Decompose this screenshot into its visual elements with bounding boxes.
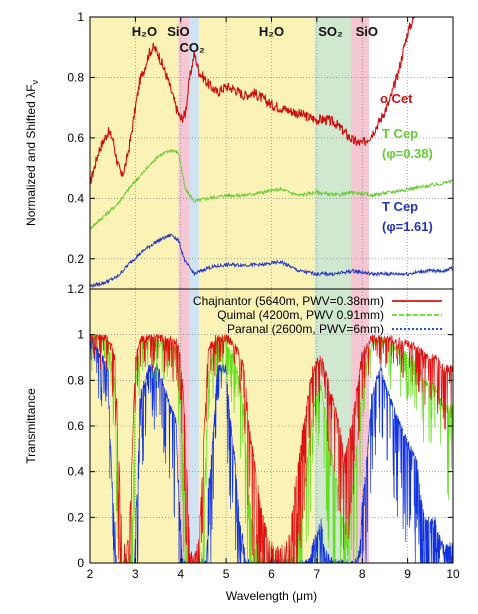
band-label-2: CO₂ bbox=[179, 40, 205, 55]
series-label-o-cet: o Cet bbox=[380, 91, 413, 106]
band-label-0: H₂O bbox=[132, 24, 157, 39]
x-tick-label: 2 bbox=[87, 567, 94, 581]
bottom-y-axis-label: Transmittance bbox=[24, 388, 38, 464]
series-label-tcep-2-phase: (φ=1.61) bbox=[382, 219, 433, 234]
x-tick-label: 10 bbox=[446, 567, 460, 581]
top-y-axis-label: Normalized and Shifted λFν bbox=[24, 80, 40, 226]
bottom-x-axis-label: Wavelength (μm) bbox=[226, 589, 317, 603]
top-y-tick-label: 0.6 bbox=[67, 131, 84, 145]
band-label-5: SiO bbox=[356, 24, 378, 39]
legend-label-0: Chajnantor (5640m, PWV=0.38mm) bbox=[193, 294, 384, 308]
top-band-4 bbox=[314, 17, 351, 289]
bottom-x-ticks: 2 3 4 5 6 7 8 9 10 bbox=[87, 17, 460, 581]
band-label-1: SiO bbox=[167, 24, 189, 39]
bottom-transmittance-curves bbox=[90, 333, 453, 563]
top-y-tick-label: 0.4 bbox=[67, 191, 84, 205]
bottom-y-tick-label: 1.2 bbox=[67, 282, 84, 296]
top-y-tick-label: 0.2 bbox=[67, 252, 84, 266]
bottom-y-tick-label: 0.2 bbox=[67, 510, 84, 524]
top-spectra bbox=[90, 17, 453, 288]
bottom-y-tick-label: 1 bbox=[77, 328, 84, 342]
top-band-5 bbox=[350, 17, 370, 289]
transmittance-line-2 bbox=[90, 334, 453, 563]
spectrum-line-0 bbox=[90, 17, 417, 184]
bottom-panel: Chajnantor (5640m, PWV=0.38mm)Quimal (42… bbox=[24, 17, 460, 603]
bottom-y-tick-label: 0 bbox=[77, 556, 84, 570]
top-series-labels: o Cet T Cep (φ=0.38) T Cep (φ=1.61) bbox=[380, 91, 433, 234]
bottom-legend: Chajnantor (5640m, PWV=0.38mm)Quimal (42… bbox=[193, 294, 442, 336]
bottom-y-tick-label: 0.6 bbox=[67, 419, 84, 433]
bottom-band-2 bbox=[189, 289, 199, 563]
x-tick-label: 7 bbox=[314, 567, 321, 581]
bottom-plot-frame bbox=[89, 288, 454, 564]
band-label-3: H₂O bbox=[259, 24, 284, 39]
x-tick-label: 8 bbox=[359, 567, 366, 581]
top-absorption-bands bbox=[90, 17, 453, 289]
spectrum-line-2 bbox=[90, 233, 453, 288]
top-y-ticks: 0.2 0.4 0.6 0.8 1 bbox=[67, 10, 453, 266]
bottom-y-ticks: 0 0.2 0.4 0.6 0.8 1 1.2 bbox=[67, 282, 453, 570]
series-label-tcep-2: T Cep bbox=[382, 199, 418, 214]
transmittance-line-0 bbox=[90, 333, 453, 563]
x-tick-label: 5 bbox=[223, 567, 230, 581]
series-label-tcep-1-phase: (φ=0.38) bbox=[382, 146, 433, 161]
x-tick-label: 9 bbox=[404, 567, 411, 581]
top-band-2 bbox=[189, 17, 199, 289]
top-y-tick-label: 0.8 bbox=[67, 70, 84, 84]
top-band-3 bbox=[198, 17, 315, 289]
band-label-4: SO₂ bbox=[318, 24, 343, 39]
top-y-axis-label-subscript: ν bbox=[30, 80, 40, 85]
x-tick-label: 3 bbox=[132, 567, 139, 581]
top-band-0 bbox=[90, 17, 179, 289]
x-tick-label: 4 bbox=[177, 567, 184, 581]
top-y-tick-label: 1 bbox=[77, 10, 84, 24]
top-y-axis-label-main: Normalized and Shifted λF bbox=[24, 85, 38, 226]
bottom-y-tick-label: 0.8 bbox=[67, 373, 84, 387]
legend-label-2: Paranal (2600m, PWV=6mm) bbox=[227, 322, 384, 336]
spectrum-line-1 bbox=[90, 148, 453, 230]
series-label-tcep-1: T Cep bbox=[382, 126, 418, 141]
top-band-1 bbox=[178, 17, 190, 289]
bottom-y-tick-label: 0.4 bbox=[67, 465, 84, 479]
x-tick-label: 6 bbox=[268, 567, 275, 581]
legend-label-1: Quimal (4200m, PWV 0.91mm) bbox=[217, 308, 384, 322]
top-band-6 bbox=[369, 17, 453, 289]
